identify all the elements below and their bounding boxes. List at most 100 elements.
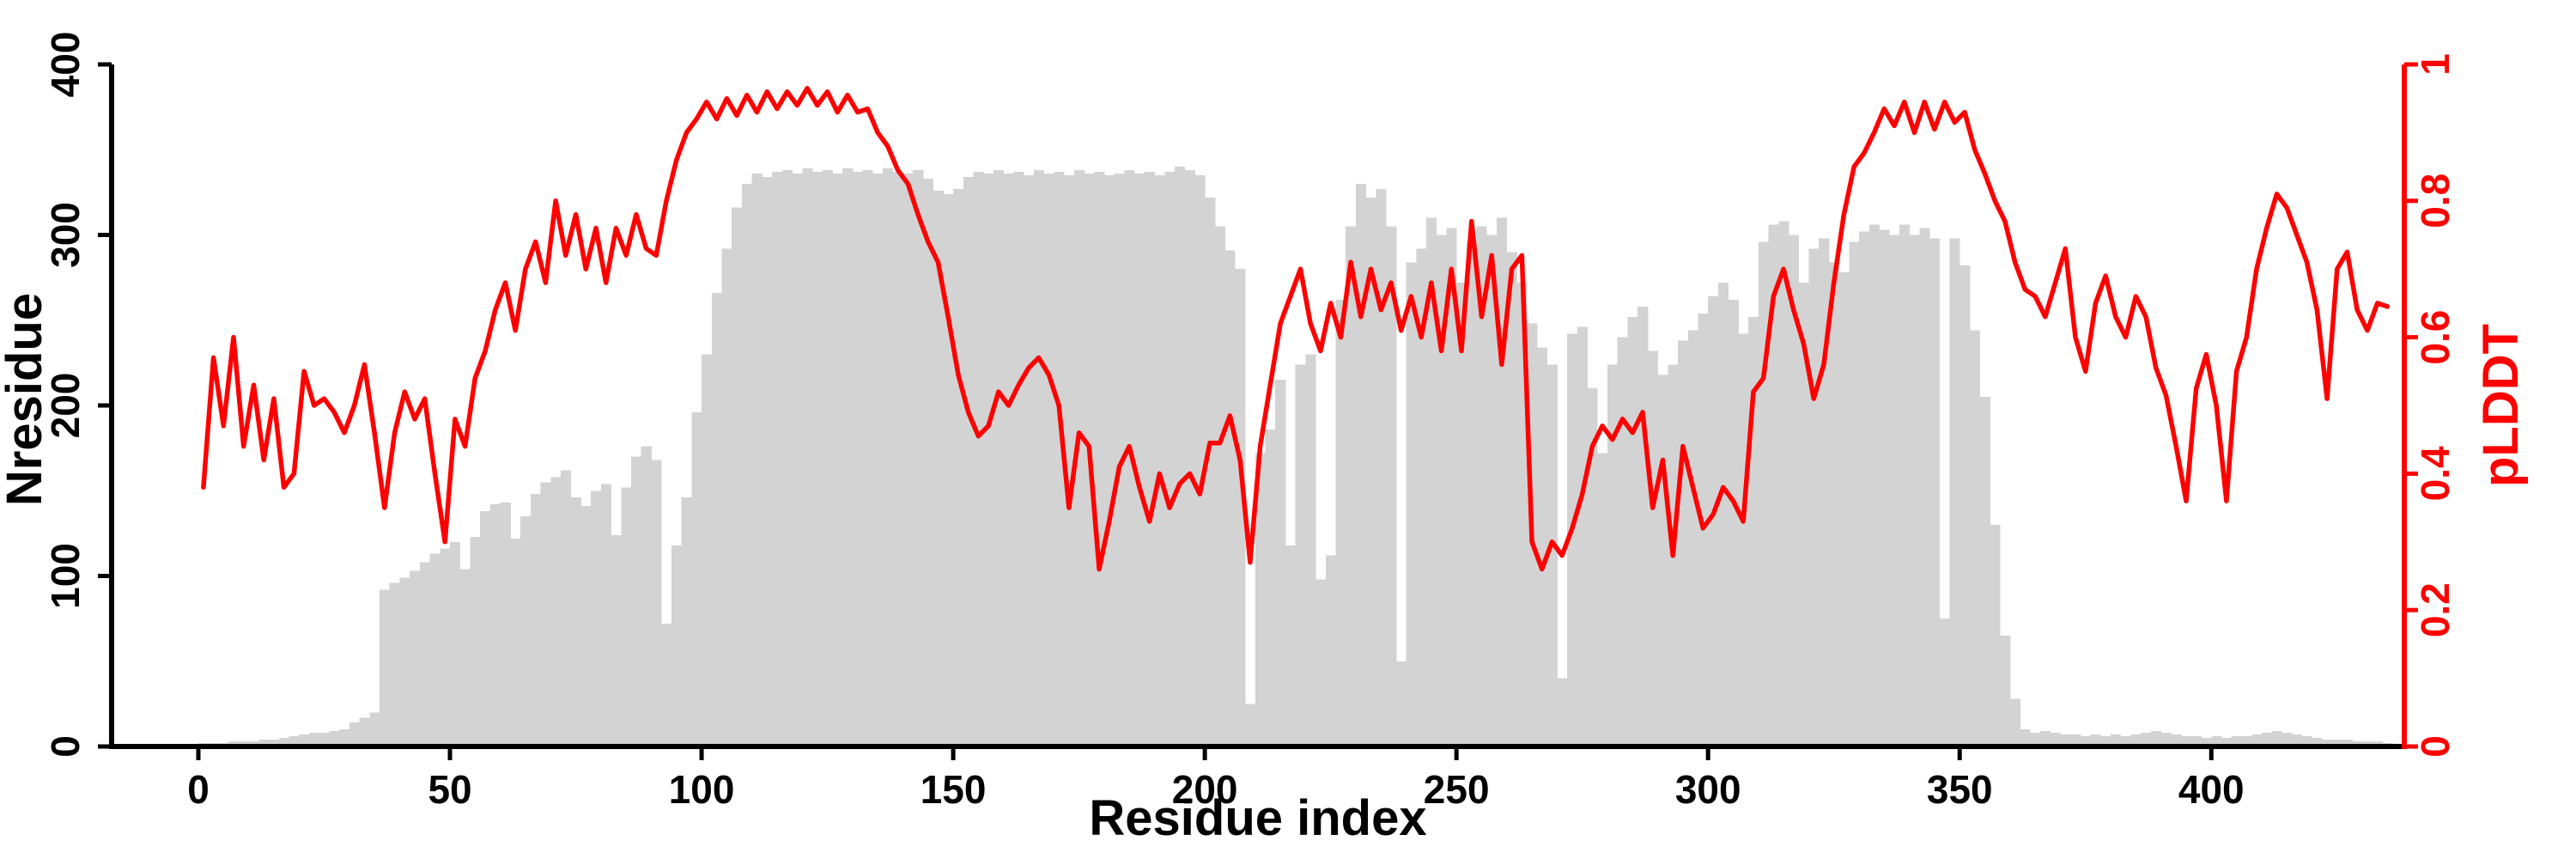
nresidue-bar [1798, 283, 1809, 747]
nresidue-bar [721, 248, 732, 746]
nresidue-bar [1587, 388, 1598, 746]
x-axis-title: Residue index [1089, 790, 1426, 846]
nresidue-bar [2312, 738, 2323, 747]
nresidue-bar [1194, 175, 1206, 746]
nresidue-bar [1033, 170, 1044, 746]
nresidue-bar [510, 538, 521, 746]
nresidue-bar [2271, 731, 2282, 746]
nresidue-bar [1315, 579, 1327, 746]
nresidue-bar [419, 562, 430, 746]
nresidue-bar [1768, 224, 1779, 747]
nresidue-bar [1446, 228, 1457, 746]
nresidue-bar [1497, 217, 1508, 746]
nresidue-bar [2241, 736, 2252, 746]
nresidue-bar [1134, 174, 1145, 747]
nresidue-bar [732, 207, 743, 747]
x-tick-label: 350 [1927, 767, 1993, 812]
nresidue-bar [711, 292, 722, 746]
nresidue-bar [480, 511, 491, 746]
nresidue-bar [661, 624, 672, 746]
nresidue-bar [1486, 235, 1498, 746]
plddt-line [201, 86, 2391, 572]
nresidue-bar [822, 170, 833, 746]
nresidue-bar [289, 736, 300, 746]
nresidue-bar [973, 172, 984, 747]
nresidue-bar [339, 729, 350, 746]
nresidue-bar [440, 548, 451, 746]
nresidue-bar [1607, 364, 1619, 746]
nresidue-bar [1456, 283, 1467, 747]
y-left-tick-label: 300 [43, 202, 88, 268]
nresidue-bar [2261, 733, 2273, 746]
nresidue-bar [1174, 167, 1186, 747]
nresidue-bar [1859, 231, 1870, 746]
y-right-axis-title: pLDDT [2473, 324, 2529, 487]
y-right-tick-label: 0.4 [2413, 446, 2458, 501]
nresidue-bar [1285, 545, 1297, 746]
nresidue-bar [1073, 170, 1084, 746]
nresidue-bar [1849, 241, 1860, 746]
nresidue-bar [2181, 736, 2192, 746]
nresidue-bar [269, 740, 280, 746]
nresidue-bar [1567, 333, 1578, 746]
nresidue-bar [902, 174, 914, 747]
nresidue-bar [1919, 228, 1930, 746]
nresidue-bar [1054, 172, 1065, 747]
nresidue-bar [2160, 733, 2172, 746]
nresidue-bar [621, 487, 632, 746]
nresidue-bar [922, 179, 934, 746]
nresidue-bar [2040, 731, 2051, 746]
nresidue-bar [2030, 733, 2041, 746]
nresidue-bar [1506, 252, 1517, 747]
nresidue-bar [953, 188, 964, 746]
nresidue-bar [1889, 235, 1900, 746]
nresidue-bar [2150, 731, 2162, 746]
nresidue-bar [2130, 734, 2142, 747]
nresidue-bar [611, 534, 622, 746]
nresidue-bar [1838, 272, 1850, 746]
nresidue-bar [1828, 262, 1839, 746]
nresidue-bar [872, 174, 884, 747]
nresidue-bar [1013, 172, 1024, 747]
nresidue-bar [1235, 269, 1246, 746]
x-tick-label: 250 [1424, 767, 1490, 812]
y-right-tick-label: 0.8 [2413, 174, 2458, 228]
nresidue-bar [1124, 170, 1135, 746]
nresidue-bar [2080, 736, 2092, 746]
nresidue-bar [772, 172, 783, 747]
nresidue-bar [1476, 226, 1487, 746]
nresidue-bar [2009, 698, 2020, 746]
nresidue-bar [1335, 299, 1346, 746]
nresidue-bar [1275, 380, 1286, 746]
nresidue-bar [993, 170, 1005, 746]
nresidue-bar [1949, 238, 1960, 747]
nresidue-bar [1969, 330, 1981, 746]
nresidue-bar [2211, 736, 2222, 746]
nresidue-bar [762, 177, 773, 746]
nresidue-bar [278, 738, 289, 747]
nresidue-bar [1637, 306, 1649, 746]
nresidue-bar [2100, 736, 2111, 746]
nresidue-bar [429, 553, 440, 746]
nresidue-bar [641, 446, 652, 746]
nresidue-bar [802, 168, 813, 746]
nresidue-bar [963, 177, 974, 746]
nresidue-bar [792, 174, 803, 747]
x-tick-label: 400 [2178, 767, 2245, 812]
nresidue-bar [1406, 262, 1417, 746]
nresidue-bar [500, 503, 511, 746]
nresidue-bar [410, 570, 421, 746]
nresidue-bar [2281, 733, 2293, 746]
nresidue-bar [933, 190, 944, 746]
nresidue-bar [1557, 678, 1568, 746]
nresidue-bar [520, 516, 532, 746]
nresidue-bar [751, 174, 762, 747]
y-right-tick-label: 1 [2413, 53, 2458, 76]
y-right-tick-label: 0 [2413, 735, 2458, 758]
nresidue-bar [470, 536, 481, 747]
nresidue-bar [1708, 295, 1719, 747]
nresidue-bar [1355, 183, 1367, 746]
nresidue-bar [1184, 170, 1195, 746]
nresidue-bar [1657, 375, 1668, 746]
